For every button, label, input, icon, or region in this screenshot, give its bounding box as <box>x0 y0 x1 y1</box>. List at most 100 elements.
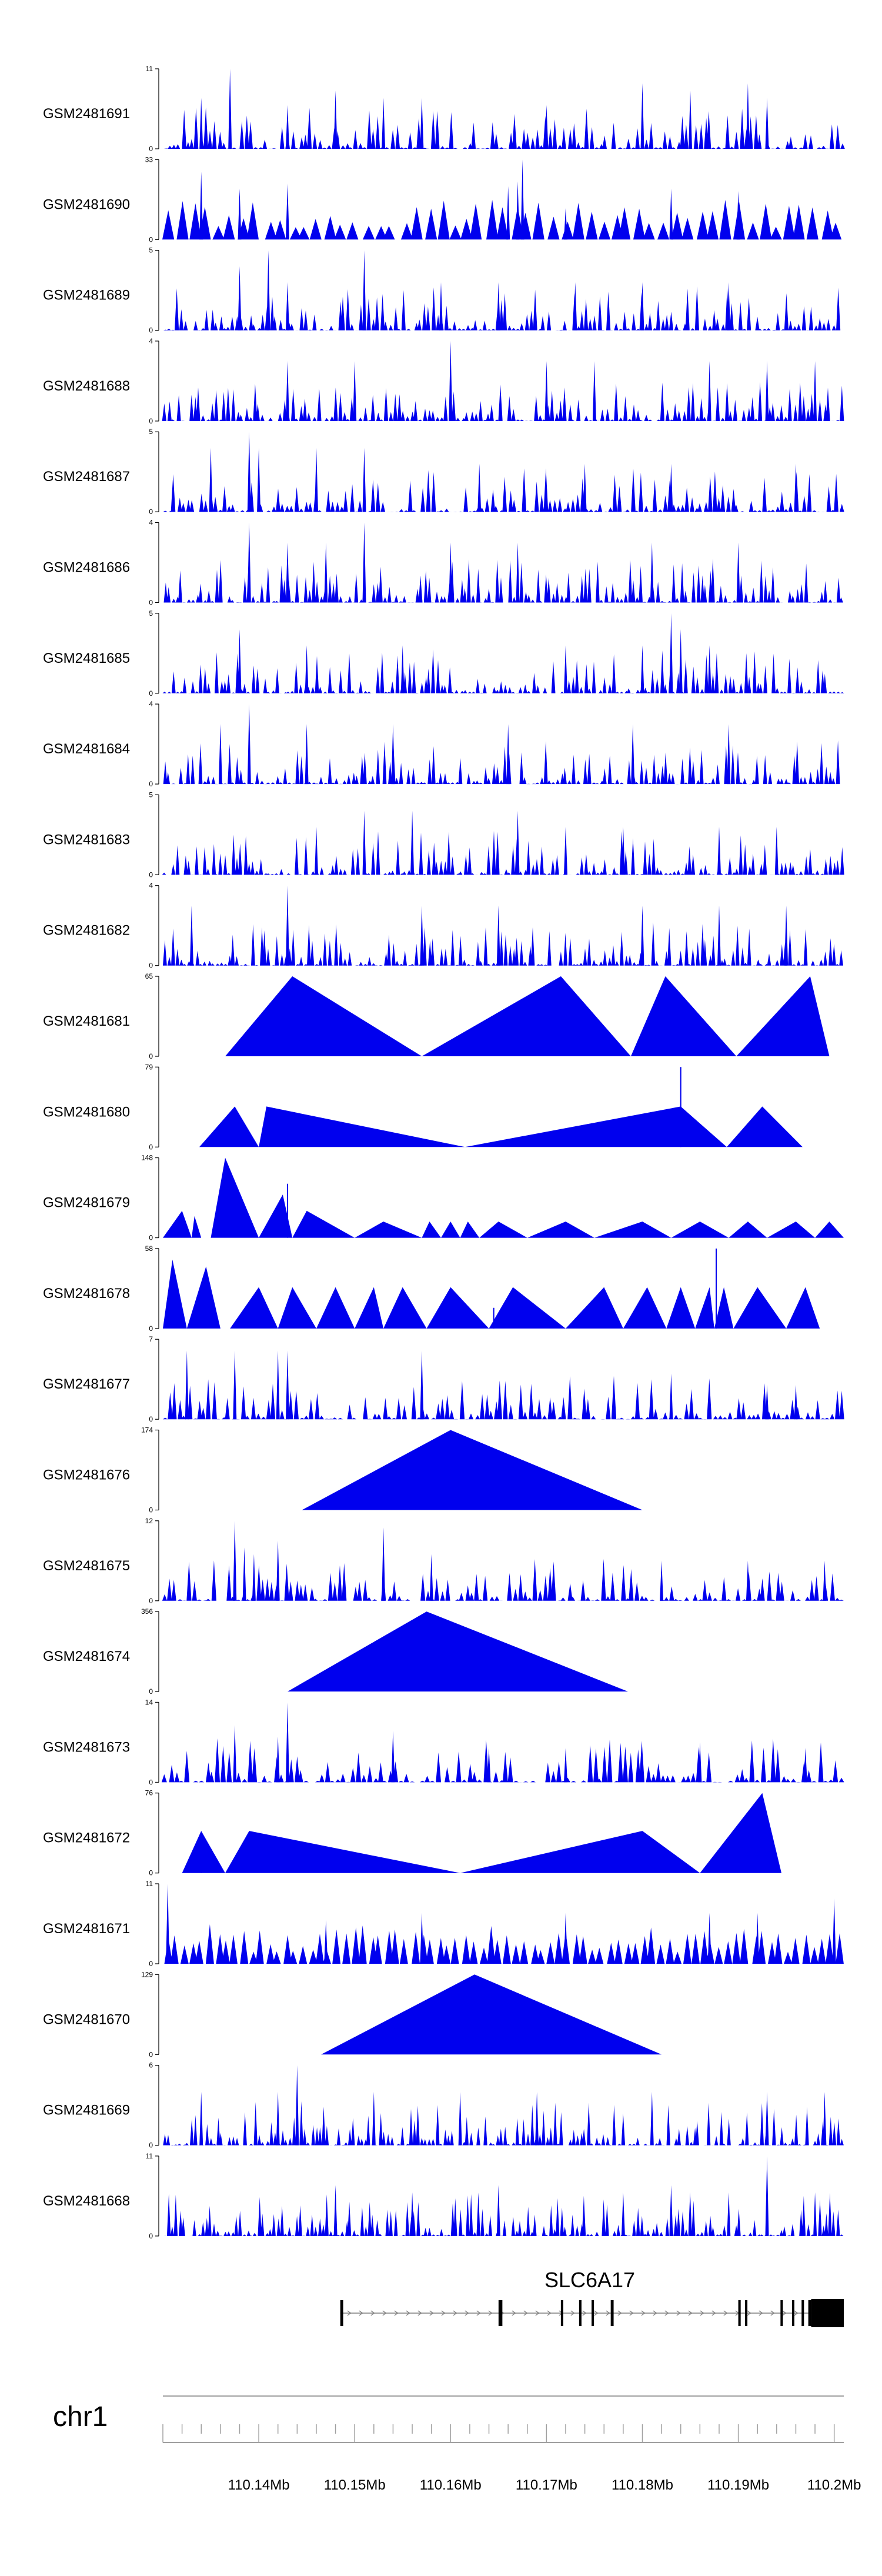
y-min-label: 0 <box>149 689 153 698</box>
y-min-label: 0 <box>149 1324 153 1333</box>
coverage-peak <box>516 542 520 603</box>
y-max-label: 5 <box>149 246 153 255</box>
coverage-peak <box>362 448 366 512</box>
coverage-peak <box>669 2185 673 2236</box>
coverage-peak <box>695 1287 714 1329</box>
coverage-peak <box>372 2091 376 2145</box>
track: GSM2481673 14 0 <box>43 1698 844 1786</box>
coverage-peak <box>225 1831 460 1873</box>
strand-arrow <box>759 2310 763 2316</box>
strand-arrow <box>794 2310 799 2316</box>
coverage-area <box>161 1738 844 1783</box>
track-label: GSM2481689 <box>43 288 130 303</box>
coverage-peak <box>794 463 798 512</box>
coverage-peak <box>631 724 635 785</box>
coverage-peak <box>189 905 193 966</box>
coverage-peak <box>225 976 422 1056</box>
coverage-peak <box>700 1793 781 1873</box>
y-min-label: 0 <box>149 508 153 516</box>
coverage-peak <box>292 1210 355 1238</box>
exon <box>610 2300 614 2326</box>
coverage-peak <box>765 2155 769 2236</box>
y-max-label: 11 <box>146 65 153 73</box>
strand-arrow <box>441 2310 446 2316</box>
strand-arrow <box>535 2310 540 2316</box>
coverage-area <box>162 649 844 693</box>
coverage-peak <box>832 1898 836 1964</box>
coverage-peak <box>353 361 357 421</box>
coverage-peak <box>182 1831 225 1873</box>
coverage-peak <box>278 1287 316 1329</box>
coverage-peak <box>583 463 587 512</box>
exon <box>340 2300 343 2326</box>
strand-arrow <box>700 2310 704 2316</box>
coverage-peak <box>230 1287 278 1329</box>
coverage-peak <box>736 542 740 603</box>
coverage-peak <box>573 282 577 331</box>
track: GSM2481677 7 0 <box>43 1335 844 1423</box>
coverage-peak <box>544 361 549 421</box>
exon <box>579 2300 582 2326</box>
track: GSM2481680 79 0 <box>43 1063 803 1151</box>
strand-arrow <box>453 2310 457 2316</box>
coverage-peak <box>496 2185 500 2236</box>
coverage-area <box>163 2192 844 2236</box>
track-label: GSM2481668 <box>43 2193 130 2209</box>
exon <box>745 2300 748 2326</box>
strand-arrow <box>394 2310 399 2316</box>
coverage-peak <box>315 448 318 512</box>
strand-arrow <box>594 2310 599 2316</box>
track: GSM2481672 76 0 <box>43 1789 781 1877</box>
coverage-peak <box>286 282 289 331</box>
coverage-peak <box>333 2185 338 2236</box>
coverage-peak <box>767 1222 816 1238</box>
coverage-peak <box>324 1920 328 1964</box>
strand-arrow <box>476 2310 481 2316</box>
coverage-peak <box>727 724 731 785</box>
coverage-peak <box>218 724 222 785</box>
coverage-peak <box>163 1259 187 1329</box>
y-min-label: 0 <box>149 2232 153 2240</box>
coverage-peak <box>527 1222 594 1238</box>
coverage-peak <box>566 1287 623 1329</box>
track-label: GSM2481684 <box>43 741 130 757</box>
y-min-label: 0 <box>149 1687 153 1696</box>
coverage-peak <box>640 282 644 331</box>
coverage-peak <box>660 1560 664 1601</box>
y-max-label: 5 <box>149 609 153 618</box>
coverage-peak <box>733 1287 787 1329</box>
coverage-area <box>163 922 844 966</box>
coverage-peak <box>400 645 405 693</box>
y-max-label: 5 <box>149 790 153 799</box>
coverage-peak <box>707 645 711 693</box>
coverage-area <box>163 1924 844 1964</box>
coverage-peak <box>458 2091 462 2145</box>
track-label: GSM2481681 <box>43 1013 130 1029</box>
coverage-peak <box>666 1287 696 1329</box>
coverage-peak <box>259 1106 465 1147</box>
exon <box>738 2300 741 2326</box>
gene-label: SLC6A17 <box>544 2268 635 2292</box>
coverage-peak <box>813 2192 817 2236</box>
coverage-peak <box>420 98 424 149</box>
strand-arrow <box>523 2310 528 2316</box>
y-max-label: 129 <box>141 1970 153 1978</box>
y-max-label: 148 <box>141 1154 153 1162</box>
track: GSM2481679 148 0 <box>43 1154 844 1242</box>
coverage-peak <box>286 1702 289 1783</box>
coverage-peak <box>257 448 261 512</box>
y-min-label: 0 <box>149 870 153 879</box>
coverage-peak <box>516 181 520 240</box>
coverage-peak <box>823 1560 827 1601</box>
track: GSM2481687 5 0 <box>43 428 844 516</box>
exon <box>592 2300 594 2326</box>
y-min-label: 0 <box>149 962 153 970</box>
strand-arrow <box>429 2310 434 2316</box>
coverage-peak <box>786 1287 820 1329</box>
x-tick-label: 110.19Mb <box>707 2477 769 2493</box>
coverage-peak <box>640 905 644 966</box>
x-tick-label: 110.2Mb <box>807 2477 861 2493</box>
y-max-label: 5 <box>149 428 153 436</box>
track: GSM2481682 4 0 <box>43 882 844 970</box>
strand-arrow <box>465 2310 469 2316</box>
